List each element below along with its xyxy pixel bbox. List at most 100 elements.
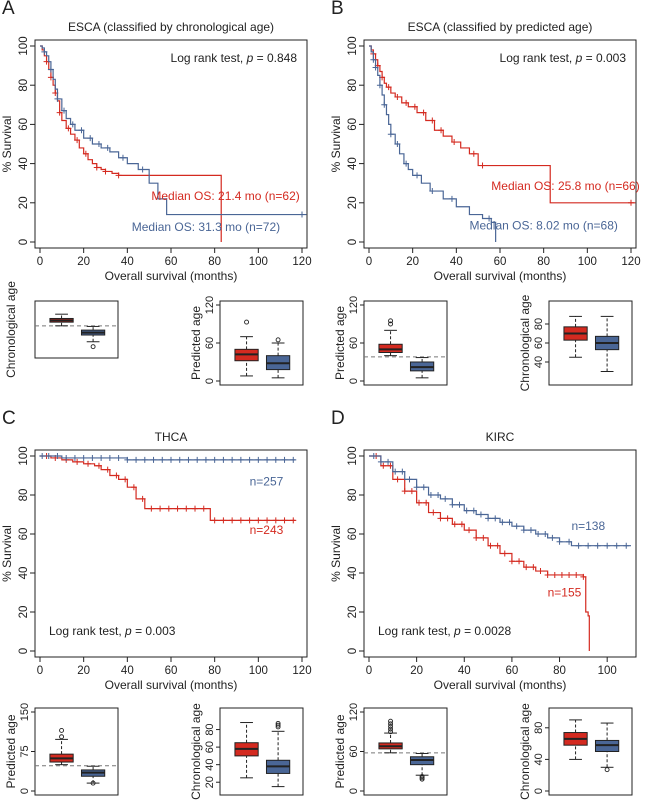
censor-mark — [237, 456, 244, 463]
censor-mark — [255, 456, 262, 463]
logrank-p: p — [246, 51, 254, 65]
censor-mark — [580, 573, 587, 580]
chart-title: ESCA (classified by predicted age) — [408, 20, 593, 34]
y-tick-label: 80 — [533, 318, 545, 330]
censor-mark — [523, 564, 530, 571]
logrank-value: = 0.848 — [253, 51, 297, 65]
censor-mark — [394, 93, 401, 100]
censor-mark — [451, 521, 458, 528]
group-label-blue: n=138 — [571, 519, 605, 533]
survival-curve-red — [40, 45, 222, 242]
y-tick-label: 60 — [533, 337, 545, 349]
outlier-point — [90, 344, 96, 350]
censor-mark — [104, 466, 111, 473]
censor-mark — [372, 64, 379, 71]
outlier-point — [275, 724, 281, 730]
y-tick-label: 150 — [19, 703, 31, 721]
x-axis-label: Overall survival (months) — [105, 678, 238, 692]
x-tick-label: 20 — [77, 256, 90, 268]
censor-mark — [456, 501, 463, 508]
outlier-point — [275, 720, 281, 726]
censor-mark — [370, 56, 377, 63]
censor-mark — [448, 195, 455, 202]
censor-mark — [80, 454, 87, 461]
logrank-value: = 0.003 — [582, 51, 626, 65]
x-tick-label: 20 — [77, 665, 90, 677]
censor-mark — [65, 125, 72, 132]
y-tick-label: 20 — [18, 606, 30, 619]
censor-mark — [106, 454, 113, 461]
logrank-test-text: Log rank test, p = 0.0028 — [378, 624, 511, 638]
censor-mark — [130, 484, 137, 491]
censor-mark — [585, 542, 592, 549]
censor-mark — [113, 472, 120, 479]
y-tick-label: 20 — [18, 196, 30, 209]
censor-mark — [272, 517, 279, 524]
censor-mark — [376, 82, 383, 89]
censor-mark — [264, 517, 271, 524]
logrank-value: = 0.0028 — [461, 624, 512, 638]
censor-mark — [408, 488, 415, 495]
x-tick-label: 80 — [208, 665, 221, 677]
censor-mark — [527, 527, 534, 534]
y-tick-label: 40 — [533, 356, 545, 368]
group-label-red: Median OS: 25.8 mo (n=66) — [491, 179, 639, 193]
censor-mark — [133, 456, 140, 463]
censor-mark — [139, 166, 146, 173]
censor-mark — [139, 495, 146, 502]
censor-mark — [200, 505, 207, 512]
group-label-red: n=243 — [250, 523, 284, 537]
x-tick-label: 120 — [621, 256, 640, 268]
censor-mark — [399, 468, 406, 475]
plot-frame — [363, 39, 637, 249]
x-tick-label: 60 — [506, 665, 519, 677]
censor-mark — [392, 468, 399, 475]
y-tick-label: 120 — [348, 296, 360, 314]
x-tick-label: 80 — [553, 665, 566, 677]
logrank-p: p — [575, 51, 583, 65]
censor-mark — [183, 505, 190, 512]
censor-mark — [119, 154, 126, 161]
y-tick-label: 0 — [347, 239, 359, 245]
x-tick-label: 120 — [292, 665, 311, 677]
censor-mark — [566, 538, 573, 545]
box-frame — [363, 300, 448, 386]
censor-mark — [87, 135, 94, 142]
x-tick-label: 20 — [406, 256, 419, 268]
censor-mark — [56, 109, 63, 116]
censor-mark — [458, 521, 465, 528]
y-tick-label: 40 — [18, 157, 30, 170]
logrank-value: = 0.003 — [132, 624, 176, 638]
censor-mark — [473, 534, 480, 541]
censor-mark — [380, 462, 387, 469]
outlier-point — [388, 318, 394, 324]
x-tick-label: 100 — [578, 256, 597, 268]
y-tick-label: 120 — [348, 703, 360, 721]
y-axis-label: Chronological age — [518, 703, 532, 800]
censor-mark — [174, 505, 181, 512]
censor-mark — [211, 456, 218, 463]
y-tick-label: 80 — [204, 723, 216, 735]
censor-mark — [406, 476, 413, 483]
group-label-red: n=155 — [548, 585, 582, 599]
censor-mark — [613, 542, 620, 549]
x-tick-label: 40 — [458, 665, 471, 677]
censor-mark — [93, 164, 100, 171]
censor-mark — [385, 458, 392, 465]
group-label-blue: Median OS: 8.02 mo (n=68) — [469, 218, 617, 232]
y-axis-label: Predicted age — [333, 306, 347, 380]
x-tick-label: 40 — [121, 665, 134, 677]
censor-mark — [480, 534, 487, 541]
censor-mark — [542, 531, 549, 537]
survival-panel-D: D KIRC 0 20 40 60 80 100 0 20 40 60 80 100 Overall sur… — [329, 408, 637, 692]
censor-mark — [237, 517, 244, 524]
censor-mark — [115, 454, 122, 461]
y-tick-label: 40 — [204, 759, 216, 771]
censor-mark — [449, 501, 456, 508]
x-axis-label: Overall survival (months) — [434, 678, 567, 692]
y-tick-label: 60 — [347, 528, 359, 541]
censor-mark — [430, 509, 437, 516]
censor-mark — [85, 460, 92, 467]
